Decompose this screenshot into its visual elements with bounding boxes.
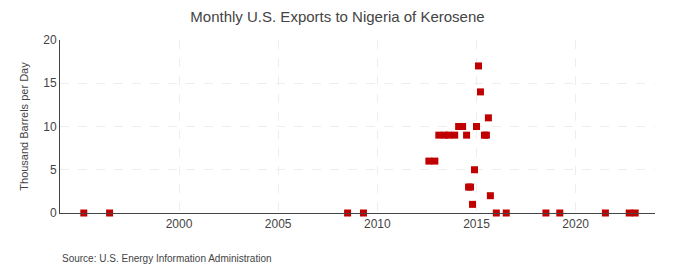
svg-text:2010: 2010	[364, 217, 391, 231]
svg-text:Thousand Barrels per Day: Thousand Barrels per Day	[18, 62, 30, 191]
svg-text:2000: 2000	[166, 217, 193, 231]
svg-text:Source: U.S. Energy Informatio: Source: U.S. Energy Information Administ…	[62, 253, 272, 264]
svg-text:15: 15	[43, 76, 57, 90]
svg-text:2020: 2020	[562, 217, 589, 231]
svg-text:0: 0	[50, 206, 57, 220]
svg-text:5: 5	[50, 163, 57, 177]
svg-text:20: 20	[43, 33, 57, 47]
svg-text:2005: 2005	[265, 217, 292, 231]
svg-text:2015: 2015	[463, 217, 490, 231]
svg-text:Monthly U.S. Exports to Nigeri: Monthly U.S. Exports to Nigeria of Keros…	[190, 8, 484, 25]
svg-text:10: 10	[43, 120, 57, 134]
